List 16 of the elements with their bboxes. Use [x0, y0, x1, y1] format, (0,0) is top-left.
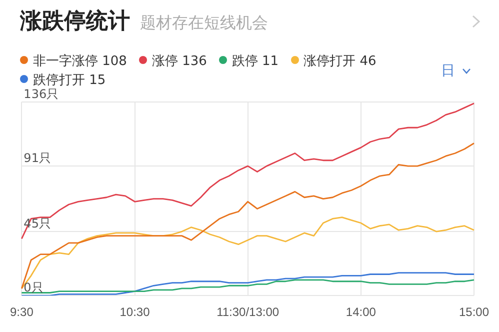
legend-label: 涨停 136: [150, 53, 207, 71]
y-tick-label: 136只: [24, 87, 59, 102]
chart-subtitle: 题材存在短线机会: [140, 13, 268, 32]
legend-label: 跌停打开 15: [32, 72, 106, 88]
chart-title: 涨跌停统计: [20, 9, 130, 34]
x-tick-label: 9:30: [10, 305, 34, 320]
x-tick-label: 10:30: [120, 305, 150, 320]
legend-label: 非一字涨停 108: [32, 53, 127, 71]
x-tick-label: 15:00: [458, 305, 490, 320]
y-tick-label: 91只: [24, 151, 51, 166]
x-tick-label: 14:00: [346, 305, 376, 320]
y-tick-label: 0只: [24, 280, 44, 295]
x-tick-label: 11:30/13:00: [216, 305, 280, 320]
text: 日: [441, 62, 455, 80]
legend-label: 跌停 11: [230, 53, 279, 71]
legend-label: 涨停打开 46: [302, 53, 376, 71]
